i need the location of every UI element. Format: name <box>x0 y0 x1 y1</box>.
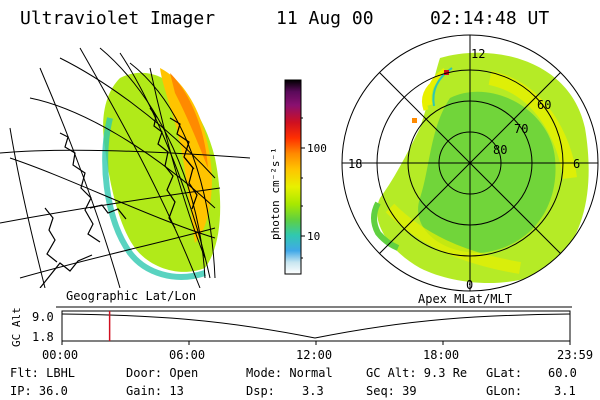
dsp-value: 3.3 <box>302 384 324 398</box>
seq-info: Seq: 39 <box>366 384 417 398</box>
date-label: 11 Aug 00 <box>276 8 374 29</box>
bright-spot <box>412 118 417 123</box>
colorbar-tick-low: 10 <box>307 230 320 243</box>
mlt-label-18: 18 <box>348 157 362 171</box>
bright-spot <box>444 70 449 75</box>
gc-alt-info: GC Alt: 9.3 Re <box>366 366 468 380</box>
polar-aurora-bright <box>488 71 577 179</box>
gain-info: Gain: 13 <box>126 384 184 398</box>
x-tick-2359: 23:59 <box>557 348 593 362</box>
coastlines <box>39 107 198 288</box>
altitude-timeline: 9.0 1.8 GC Alt 00:00 06:00 12:00 18:00 2… <box>10 306 593 362</box>
colorbar: 100 10 photon cm⁻²s⁻¹ <box>269 79 327 275</box>
earth-limb <box>129 62 216 279</box>
mlt-label-0: 0 <box>466 278 473 292</box>
lat-label-80: 80 <box>493 143 507 157</box>
x-tick-1200: 12:00 <box>296 348 332 362</box>
glat-label: GLat: <box>486 366 523 380</box>
instrument-title: Ultraviolet Imager <box>20 8 216 29</box>
ip-info: IP: 36.0 <box>10 384 68 398</box>
apex-caption: Apex MLat/MLT <box>418 292 512 306</box>
filter-info: Flt: LBHL <box>10 366 76 380</box>
y-tick-high: 9.0 <box>32 310 54 324</box>
altitude-curve <box>61 313 571 339</box>
aurora-edge <box>102 117 206 280</box>
aurora-peak <box>170 73 208 168</box>
x-tick-0000: 00:00 <box>42 348 78 362</box>
glat-value: 60.0 <box>548 366 577 380</box>
time-label: 02:14:48 UT <box>430 8 550 29</box>
polar-map: 12 18 6 0 60 70 80 Apex MLat/MLT <box>341 34 599 306</box>
lat-label-60: 60 <box>537 98 551 112</box>
aurora-core <box>160 68 212 243</box>
glon-value: 3.1 <box>554 384 576 398</box>
dsp-label: Dsp: <box>246 384 275 398</box>
polar-aurora-dusk <box>371 201 400 251</box>
mlt-label-12: 12 <box>471 47 485 61</box>
polar-aurora-band <box>385 203 521 274</box>
geographic-caption: Geographic Lat/Lon <box>66 289 196 303</box>
geographic-map: Geographic Lat/Lon <box>0 47 251 303</box>
polar-aurora-inner <box>418 91 556 253</box>
lat-label-70: 70 <box>514 122 528 136</box>
polar-grid <box>341 34 599 292</box>
glon-label: GLon: <box>486 384 523 398</box>
polar-aurora-arcs <box>422 68 447 111</box>
colorbar-tick-high: 100 <box>307 142 327 155</box>
y-tick-low: 1.8 <box>32 330 54 344</box>
x-tick-0600: 06:00 <box>169 348 205 362</box>
lat-lon-grid <box>0 47 251 288</box>
mode-info: Mode: Normal <box>246 366 333 380</box>
door-info: Door: Open <box>126 366 199 380</box>
mlt-label-6: 6 <box>573 157 580 171</box>
timeline-ylabel: GC Alt <box>10 307 23 347</box>
x-tick-1800: 18:00 <box>423 348 459 362</box>
colorbar-label: photon cm⁻²s⁻¹ <box>269 147 282 240</box>
